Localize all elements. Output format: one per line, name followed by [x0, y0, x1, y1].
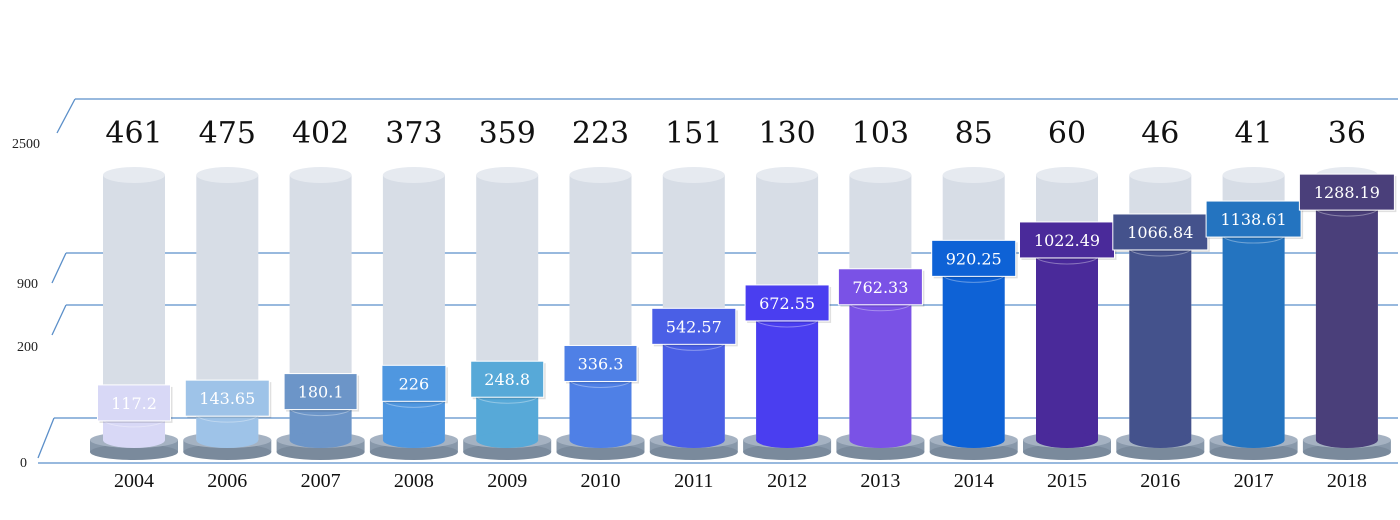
bar-value-label: 180.1: [283, 373, 360, 412]
bar: [662, 333, 726, 448]
bar-value-label: 1138.61: [1205, 200, 1304, 240]
svg-text:672.55: 672.55: [759, 294, 815, 313]
bar-value-label: 248.8: [470, 360, 546, 400]
top-count-label: 103: [852, 116, 909, 151]
x-tick-label: 2015: [1047, 470, 1087, 492]
grid-line-perspective: [56, 98, 76, 134]
svg-text:542.57: 542.57: [666, 317, 722, 336]
x-tick-label: 2016: [1140, 470, 1180, 492]
x-tick-label: 2013: [860, 470, 900, 492]
top-count-label: 60: [1048, 116, 1086, 151]
top-count-label: 85: [955, 116, 993, 151]
labels: 117.2 461 2004 143.65 475 2006 180.1 402 2007 226…: [97, 116, 1397, 492]
svg-text:180.1: 180.1: [298, 383, 344, 402]
top-count-label: 36: [1328, 116, 1366, 151]
x-tick-label: 2008: [394, 470, 434, 492]
x-tick-label: 2017: [1234, 470, 1274, 492]
bar: [848, 294, 912, 448]
bar-value-label: 672.55: [744, 284, 832, 323]
grid-line-perspective: [51, 252, 67, 284]
svg-text:1138.61: 1138.61: [1221, 210, 1287, 229]
bar: [942, 265, 1006, 448]
svg-text:248.8: 248.8: [484, 370, 530, 389]
y-tick-label: 0: [20, 456, 27, 471]
x-tick-label: 2011: [674, 470, 713, 492]
bars: [90, 167, 1391, 460]
y-tick-label: 200: [17, 340, 38, 355]
top-count-label: 461: [105, 116, 162, 151]
svg-text:1288.19: 1288.19: [1314, 183, 1380, 202]
x-tick-label: 2012: [767, 470, 807, 492]
bar-value-label: 1288.19: [1298, 173, 1397, 213]
top-count-label: 151: [665, 116, 722, 151]
bar-value-label: 920.25: [931, 239, 1018, 279]
y-tick-label: 900: [17, 277, 38, 292]
bar-value-label: 762.33: [837, 268, 925, 307]
bar-value-label: 226: [381, 364, 448, 404]
y-axis: 2500 900 200 0: [12, 137, 40, 471]
svg-text:117.2: 117.2: [111, 394, 157, 413]
bar-value-label: 1022.49: [1019, 221, 1117, 260]
x-tick-label: 2007: [301, 470, 341, 492]
top-count-label: 130: [758, 116, 815, 151]
grid-lines: [37, 98, 1398, 464]
grid-line-perspective: [37, 417, 55, 459]
top-count-label: 223: [572, 116, 629, 151]
top-count-label: 359: [479, 116, 536, 151]
bar: [1222, 226, 1286, 448]
x-tick-label: 2006: [207, 470, 247, 492]
svg-text:1022.49: 1022.49: [1034, 231, 1100, 250]
svg-text:336.3: 336.3: [578, 354, 624, 373]
x-tick-label: 2014: [954, 470, 994, 492]
top-count-label: 373: [385, 116, 442, 151]
svg-text:143.65: 143.65: [199, 389, 255, 408]
top-count-label: 402: [292, 116, 349, 151]
grid-line-perspective: [51, 304, 67, 336]
x-tick-label: 2010: [581, 470, 621, 492]
bar: [1315, 199, 1379, 448]
x-tick-label: 2004: [114, 470, 154, 492]
svg-text:920.25: 920.25: [946, 249, 1002, 268]
x-tick-label: 2018: [1327, 470, 1367, 492]
bar-value-label: 143.65: [184, 379, 272, 419]
svg-text:226: 226: [399, 374, 430, 393]
svg-text:762.33: 762.33: [852, 278, 908, 297]
bar: [755, 310, 819, 448]
svg-text:1066.84: 1066.84: [1127, 223, 1193, 242]
bar: [1128, 239, 1192, 448]
bar: [1035, 247, 1099, 448]
x-tick-label: 2009: [487, 470, 527, 492]
bar-value-label: 542.57: [651, 307, 738, 347]
top-count-label: 46: [1141, 116, 1179, 151]
bar-value-label: 117.2: [97, 384, 173, 423]
top-count-label: 475: [199, 116, 256, 151]
top-count-label: 41: [1235, 116, 1273, 151]
bar-value-label: 336.3: [563, 344, 639, 384]
y-tick-label: 2500: [12, 137, 40, 152]
bar-value-label: 1066.84: [1112, 213, 1210, 252]
